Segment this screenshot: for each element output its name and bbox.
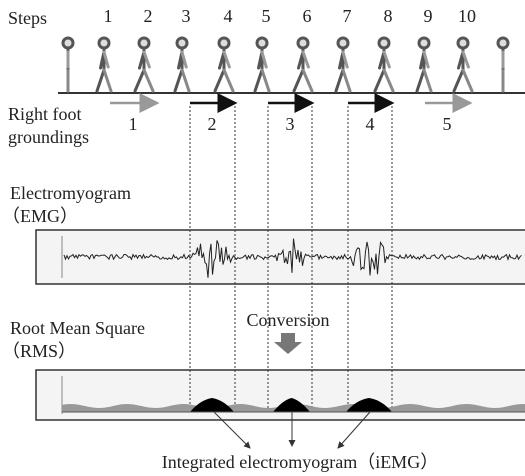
walker-head bbox=[458, 38, 468, 48]
emg-abbr: （EMG） bbox=[2, 206, 78, 226]
walker bbox=[294, 38, 312, 91]
conversion-arrow bbox=[274, 333, 302, 354]
walker-head bbox=[177, 38, 187, 48]
grounding-number: 1 bbox=[129, 114, 138, 134]
walker bbox=[417, 38, 431, 91]
step-number: 4 bbox=[224, 6, 233, 26]
walker-leg bbox=[417, 70, 424, 91]
grounding-number: 2 bbox=[208, 114, 217, 134]
grounding-number: 4 bbox=[366, 114, 375, 134]
walker bbox=[375, 38, 393, 91]
walker-head bbox=[338, 38, 348, 48]
walker-head bbox=[63, 38, 73, 48]
walker-leg bbox=[224, 70, 233, 91]
step-number: 8 bbox=[384, 6, 393, 26]
step-number: 5 bbox=[262, 6, 271, 26]
walker-leg bbox=[303, 70, 312, 91]
walker-head bbox=[379, 38, 389, 48]
step-number: 7 bbox=[343, 6, 352, 26]
walker bbox=[175, 38, 189, 91]
walker-leg bbox=[135, 70, 144, 91]
step-number: 6 bbox=[303, 6, 312, 26]
walker bbox=[97, 38, 111, 91]
walker-head bbox=[498, 38, 508, 48]
walker bbox=[215, 38, 233, 91]
walker bbox=[63, 38, 73, 91]
step-number: 3 bbox=[182, 6, 191, 26]
conversion-label: Conversion bbox=[247, 310, 330, 330]
walker-leg bbox=[255, 70, 262, 91]
rms-abbr: （RMS） bbox=[2, 341, 76, 361]
walker bbox=[135, 38, 153, 91]
walker-leg bbox=[384, 70, 393, 91]
grounding-number: 3 bbox=[286, 114, 295, 134]
walker-leg bbox=[336, 70, 343, 91]
walker-head bbox=[298, 38, 308, 48]
walker-head bbox=[139, 38, 149, 48]
walker bbox=[336, 38, 350, 91]
groundings-label: groundings bbox=[8, 127, 89, 147]
diagram: Steps Right foot groundings Electromyogr… bbox=[0, 0, 525, 476]
walker-leg bbox=[424, 70, 431, 91]
groundings-label: Right foot bbox=[8, 104, 82, 124]
steps-label: Steps bbox=[8, 8, 47, 28]
step-number: 10 bbox=[458, 6, 476, 26]
grounding-number: 5 bbox=[443, 114, 452, 134]
walker-leg bbox=[454, 70, 463, 91]
walker-leg bbox=[97, 70, 104, 91]
emg-label: Electromyogram bbox=[10, 183, 131, 203]
step-number: 2 bbox=[144, 6, 153, 26]
walker-head bbox=[257, 38, 267, 48]
walker-leg bbox=[215, 70, 224, 91]
walker-leg bbox=[294, 70, 303, 91]
walker-leg bbox=[343, 70, 350, 91]
walker bbox=[255, 38, 269, 91]
iemg-label: Integrated electromyogram（iEMG） bbox=[162, 452, 438, 472]
walker-head bbox=[419, 38, 429, 48]
rms-label: Root Mean Square bbox=[10, 318, 145, 338]
walker-leg bbox=[182, 70, 189, 91]
walker-leg bbox=[463, 70, 472, 91]
walker bbox=[454, 38, 472, 91]
walker-head bbox=[219, 38, 229, 48]
walker bbox=[498, 38, 508, 91]
walker-leg bbox=[144, 70, 153, 91]
step-number: 1 bbox=[104, 6, 113, 26]
walker-leg bbox=[262, 70, 269, 91]
walker-leg bbox=[375, 70, 384, 91]
walker-head bbox=[99, 38, 109, 48]
step-number: 9 bbox=[424, 6, 433, 26]
walker-leg bbox=[175, 70, 182, 91]
walker-leg bbox=[104, 70, 111, 91]
